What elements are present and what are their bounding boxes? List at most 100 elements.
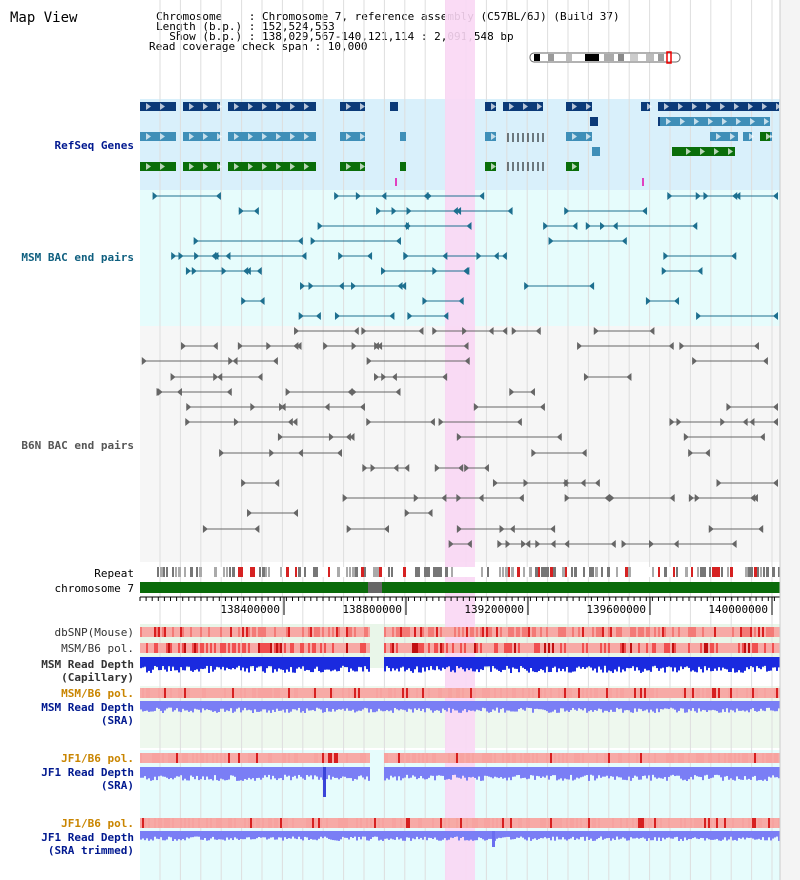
dbsnp-cell [438,627,440,637]
jf1-b6-pol-label[interactable]: JF1/B6 pol. [61,752,134,765]
msm-capillary-depth-bar [386,657,388,667]
jf1-depth-bar [446,767,448,780]
msm-read-depth-capillary-label[interactable]: MSM Read Depth [41,658,134,671]
dbsnp-cell [618,627,620,637]
dbsnp-cell [534,627,536,637]
jf1-b6-pol-trim-cell [582,818,584,828]
msm-capillary-depth-bar [458,657,460,669]
b6n-bac-track-label[interactable]: B6N BAC end pairs [21,439,134,452]
jf1-b6-pol-trim-cell [468,818,470,828]
repeat-element [502,567,504,577]
jf1-depth-bar [628,767,630,777]
b6n-bac-track[interactable] [141,327,778,548]
msm-capillary-depth-bar [264,657,266,673]
msm-sra-depth-bar [218,701,220,713]
msm-sra-depth-bar [446,701,448,712]
jf1-b6-pol-cell [168,753,170,763]
msm-bac-track[interactable] [152,192,778,320]
jf1-b6-pol-trim-cell [432,818,434,828]
jf1-trim-depth-bar [676,831,678,837]
jf1-depth-bar [476,767,478,780]
jf1-read-depth-trimmed-label[interactable]: JF1 Read Depth [41,831,134,844]
msm-b6-sra-cell [186,688,188,698]
jf1-b6-pol-trim-cell [144,818,146,828]
msm-sra-depth-bar [708,701,710,711]
jf1-depth-bar [592,767,594,776]
msm-b6-pol-label[interactable]: MSM/B6 pol. [61,642,134,655]
jf1-b6-pol-cell [524,753,526,763]
msm-bac-track-label[interactable]: MSM BAC end pairs [21,251,134,264]
msm-b6-pol-cell [580,643,582,653]
jf1-b6-pol-cell [416,753,418,763]
jf1-depth-bar [358,767,360,777]
dbsnp-cell [580,627,582,637]
jf1-trim-depth-bar [428,831,430,838]
msm-b6-sra-cell [592,688,594,698]
msm-b6-sra-cell [478,688,480,698]
jf1-b6-pol-trim-cell [628,818,630,828]
msm-b6-sra-cell [198,688,200,698]
msm-sra-depth-bar [302,701,304,712]
msm-capillary-depth-bar [196,657,198,670]
jf1-trim-depth-bar [162,831,164,841]
msm-capillary-depth-bar [426,657,428,667]
jf1-depth-bar [274,767,276,779]
msm-capillary-depth-bar [628,657,630,669]
dbsnp-track-label[interactable]: dbSNP(Mouse) [54,626,134,639]
jf1-trim-depth-bar [346,831,348,838]
refseq-track-label[interactable]: RefSeq Genes [54,139,134,152]
refseq-gene-track[interactable] [140,102,781,186]
msm-b6-pol-cell [250,643,252,653]
dbsnp-cell [500,627,502,637]
dbsnp-cell [154,627,156,637]
msm-sra-depth-bar [588,701,590,712]
jf1-depth-bar [176,767,178,777]
jf1-depth-bar [310,767,312,776]
msm-read-depth-sra-label[interactable]: MSM Read Depth [41,701,134,714]
msm-capillary-depth-bar [438,657,440,670]
b6n-bac-pair-end [499,525,505,533]
jf1-read-depth-label[interactable]: JF1 Read Depth [41,766,134,779]
msm-capillary-depth-bar [686,657,688,667]
msm-capillary-depth-bar [546,657,548,667]
msm-capillary-depth-bar [240,657,242,671]
dbsnp-cell [558,627,560,637]
jf1-trim-depth-bar [588,831,590,841]
jf1-b6-pol-cell [654,753,656,763]
msm-b6-pol-sra-label[interactable]: MSM/B6 pol. [61,687,134,700]
msm-sra-depth-bar [602,701,604,713]
jf1-trim-depth-bar [680,831,682,840]
jf1-b6-pol-cell [476,753,478,763]
b6n-bac-pair-end [377,342,383,350]
gene-arrow [708,118,713,125]
msm-b6-pol-cell [514,643,516,653]
msm-bac-pair-end [661,267,667,275]
jf1-b6-pol-cell [436,753,438,763]
jf1-trim-depth-bar [750,831,752,838]
jf1-depth-bar [668,767,670,777]
jf1-b6-pol-cell [152,753,154,763]
repeat-element [589,567,592,577]
jf1-depth-bar [408,767,410,779]
jf1-b6-pol-cell [140,753,142,763]
msm-b6-pol-cell [200,643,202,653]
msm-b6-sra-cell [566,688,568,698]
dbsnp-cell [752,627,754,637]
msm-b6-pol-cell [182,643,184,653]
jf1-b6-pol-cell [178,753,180,763]
msm-b6-pol-cell [296,643,298,653]
msm-sra-depth-bar [770,701,772,711]
gene-block [183,132,220,141]
jf1-b6-pol-trim-cell [418,818,420,828]
msm-b6-pol-cell [572,643,574,653]
jf1-trim-depth-bar [600,831,602,837]
chromosome-ideogram[interactable] [529,51,681,64]
msm-b6-sra-cell [408,688,410,698]
msm-sra-depth-bar [694,701,696,712]
jf1-depth-bar [750,767,752,780]
msm-sra-depth-bar [622,701,624,713]
jf1-b6-pol-cell [486,753,488,763]
msm-sra-depth-bar [492,701,494,710]
jf1-b6-pol-trimmed-label[interactable]: JF1/B6 pol. [61,817,134,830]
